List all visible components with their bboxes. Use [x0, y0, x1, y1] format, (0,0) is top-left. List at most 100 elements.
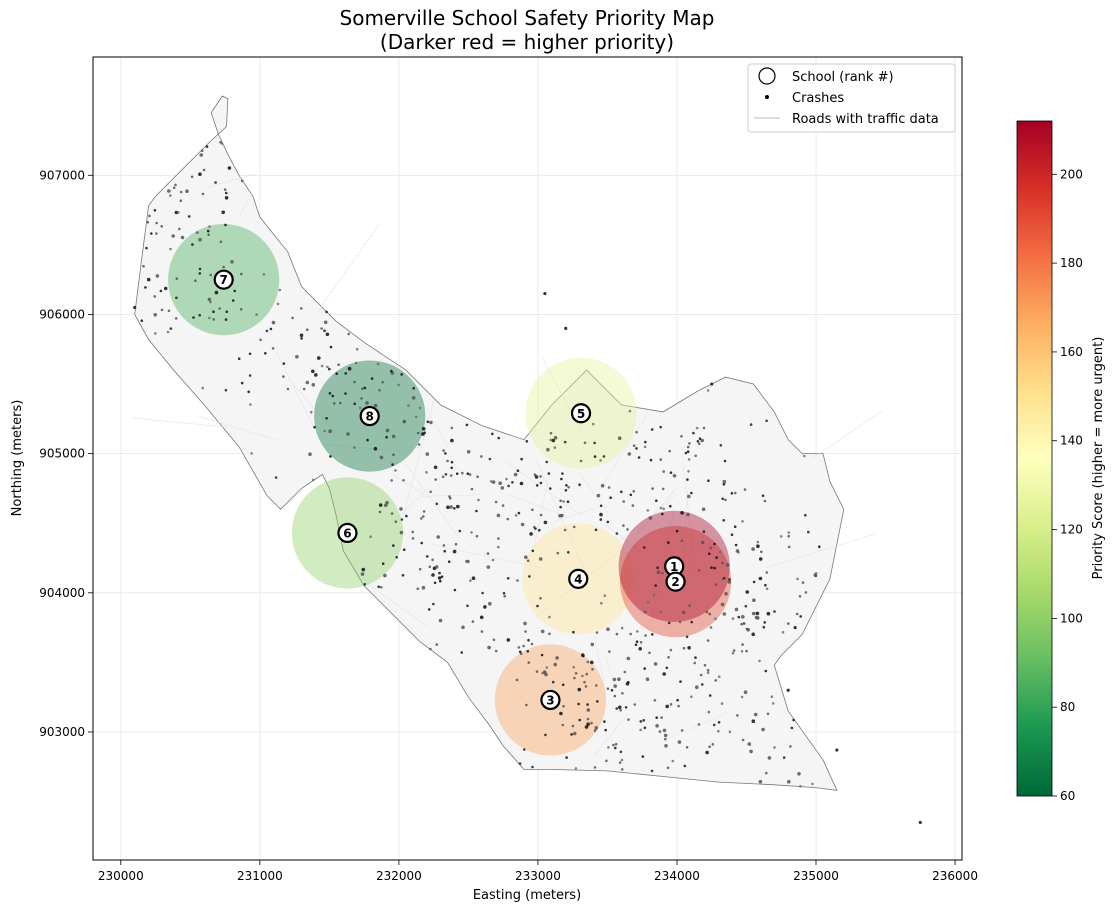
crash-point	[248, 374, 252, 377]
crash-point	[541, 671, 544, 675]
crash-point	[447, 560, 451, 563]
crash-point	[680, 729, 684, 732]
school-marker-6	[337, 522, 358, 544]
crash-point	[519, 652, 523, 656]
crash-point	[201, 192, 205, 196]
crash-point	[391, 434, 396, 439]
crash-point	[390, 369, 393, 373]
crash-point	[224, 318, 228, 321]
crash-point	[705, 750, 709, 755]
crash-point	[441, 475, 445, 479]
crash-point	[442, 449, 445, 452]
crash-point	[544, 672, 548, 677]
crash-point	[515, 678, 519, 682]
crash-point	[706, 671, 710, 675]
crash-point	[549, 487, 552, 490]
colorbar-ticks: 60 80 100 120 140 160 180 200	[1052, 167, 1083, 803]
crash-point	[400, 373, 404, 376]
crash-point	[599, 518, 603, 521]
crash-point	[169, 327, 173, 330]
crash-point	[651, 487, 654, 490]
crash-point	[187, 215, 191, 218]
crash-point	[453, 507, 456, 510]
x-tick-label: 232000	[376, 869, 422, 883]
crash-point	[799, 785, 802, 788]
crash-point	[655, 724, 659, 728]
crash-point	[687, 646, 691, 650]
crash-point	[516, 579, 519, 582]
crash-point	[250, 452, 253, 455]
crash-point	[731, 651, 735, 655]
crash-point	[648, 516, 653, 520]
crash-point	[639, 728, 642, 732]
crash-point	[770, 695, 774, 698]
y-tick-label: 903000	[39, 725, 85, 739]
crash-point	[627, 680, 630, 684]
crash-point	[720, 602, 725, 607]
crash-point	[428, 565, 432, 569]
crash-point	[518, 762, 522, 765]
crash-point	[766, 611, 771, 616]
crash-point	[559, 505, 562, 509]
crash-point	[767, 756, 772, 760]
crash-point	[801, 581, 805, 584]
crash-point	[265, 329, 269, 333]
crash-point	[586, 708, 591, 712]
crash-point	[163, 286, 168, 291]
crash-point	[431, 558, 434, 562]
crash-point	[803, 454, 806, 458]
crash-point	[325, 417, 328, 420]
crash-point	[578, 483, 581, 487]
crash-point	[765, 571, 769, 574]
crash-point	[660, 716, 663, 719]
crash-point	[366, 438, 369, 442]
crash-point	[171, 234, 175, 238]
school-rank-label-8: 8	[366, 410, 374, 424]
crash-point	[675, 529, 679, 533]
crash-point	[717, 729, 720, 733]
crash-point	[547, 472, 551, 475]
crash-point	[764, 669, 768, 673]
school-markers: 12 3 4 5 6 7 8	[213, 269, 686, 711]
crash-point	[758, 779, 763, 784]
crash-point	[619, 709, 622, 712]
crash-point	[766, 712, 770, 716]
crash-point	[758, 659, 761, 663]
crash-point	[560, 477, 563, 481]
crash-point	[426, 555, 429, 558]
crash-point	[397, 383, 401, 387]
crash-point	[635, 430, 638, 434]
crash-point	[411, 396, 416, 400]
crash-point	[407, 404, 410, 407]
crash-point	[394, 469, 397, 472]
crash-point	[623, 670, 627, 674]
crash-point	[247, 390, 250, 394]
crash-point	[530, 642, 534, 646]
crash-point	[224, 196, 229, 200]
crash-point	[639, 720, 643, 723]
crash-point	[578, 718, 581, 722]
crash-point	[205, 145, 209, 148]
crash-point	[429, 420, 433, 425]
crash-point	[709, 626, 713, 629]
crash-point	[491, 432, 494, 436]
crash-point	[684, 451, 688, 455]
crash-point	[727, 580, 732, 584]
crash-point	[498, 481, 503, 486]
crash-point	[680, 435, 683, 438]
crash-point	[615, 707, 618, 710]
crash-point	[517, 646, 521, 649]
crash-point	[326, 365, 329, 369]
crash-point	[708, 745, 711, 748]
school-rank-label-4: 4	[574, 572, 582, 586]
crash-point	[643, 610, 647, 614]
crash-point	[346, 432, 350, 436]
crash-point	[636, 630, 639, 633]
crash-point	[475, 509, 478, 513]
crash-point	[734, 491, 737, 495]
crash-point	[150, 232, 153, 235]
crash-point	[282, 375, 285, 378]
crash-point	[276, 302, 280, 306]
crash-point	[622, 524, 625, 527]
crash-point	[494, 500, 498, 504]
